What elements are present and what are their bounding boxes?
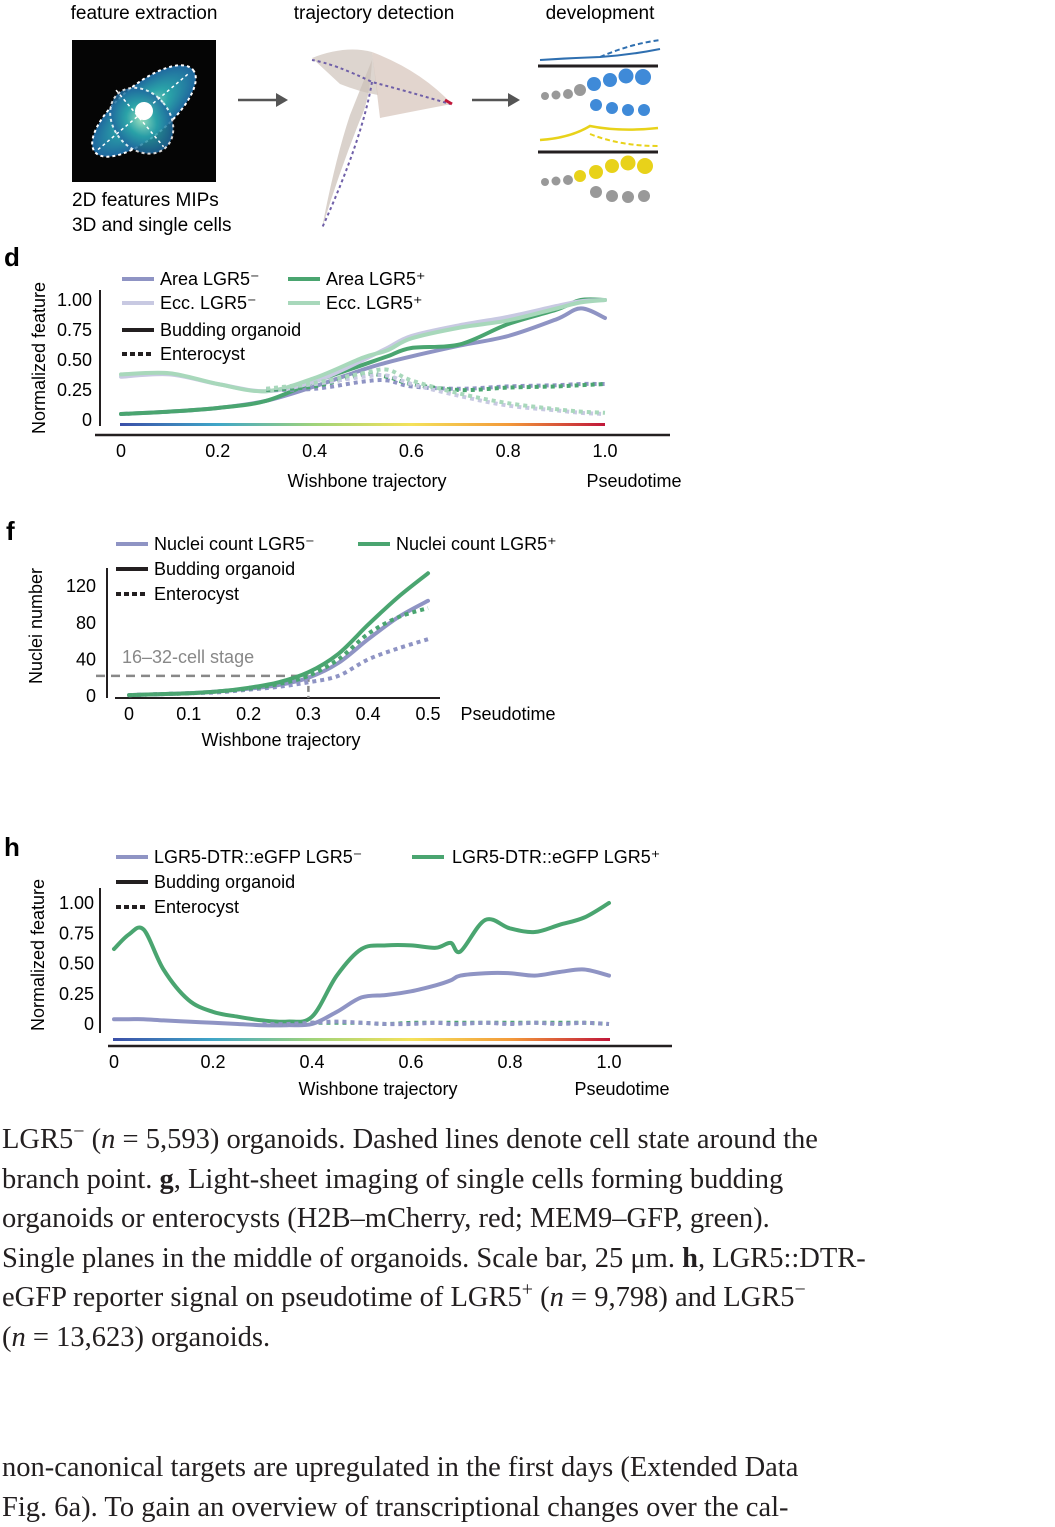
h-legend-dashed: Enterocyst bbox=[154, 897, 239, 917]
d-x-tick-label: 0.4 bbox=[302, 441, 327, 461]
d-x-tick-label: 0.8 bbox=[496, 441, 521, 461]
d-y-tick-label: 0 bbox=[82, 410, 92, 430]
h-legend: LGR5-DTR::eGFP LGR5⁻ LGR5-DTR::eGFP LGR5… bbox=[116, 847, 660, 917]
caption-line: LGR5− (n = 5,593) organoids. Dashed line… bbox=[2, 1120, 1054, 1160]
h-pseudotime-bar bbox=[113, 1038, 610, 1041]
d-xlabel-right: Pseudotime bbox=[586, 471, 681, 491]
h-y-tick-label: 0.75 bbox=[59, 923, 94, 943]
d-x-tick-label: 0.6 bbox=[399, 441, 424, 461]
d-x-ticks: 0 0.2 0.4 0.6 0.8 1.0 bbox=[116, 441, 618, 461]
d-xlabel: Wishbone trajectory bbox=[287, 471, 446, 491]
h-legend-neg: LGR5-DTR::eGFP LGR5⁻ bbox=[154, 847, 362, 867]
h-x-tick-label: 0.6 bbox=[398, 1052, 423, 1072]
f-legend-neg: Nuclei count LGR5⁻ bbox=[154, 534, 315, 554]
h-x-tick-label: 0.4 bbox=[299, 1052, 324, 1072]
d-legend-area-neg: Area LGR5⁻ bbox=[160, 269, 260, 289]
organoid-image bbox=[72, 40, 220, 184]
f-x-tick-label: 0.5 bbox=[415, 704, 440, 724]
step2-label: trajectory detection bbox=[294, 3, 455, 24]
d-y-tick-label: 0.75 bbox=[57, 320, 92, 340]
f-annotation: 16–32-cell stage bbox=[122, 647, 254, 667]
d-legend-area-pos: Area LGR5⁺ bbox=[326, 269, 426, 289]
h-x-tick-label: 0.8 bbox=[497, 1052, 522, 1072]
panel-d: d Normalized feature Area LGR5⁻ Area LGR… bbox=[4, 242, 682, 491]
arrow-right-icon bbox=[472, 93, 520, 107]
h-y-tick-label: 0.50 bbox=[59, 954, 94, 974]
d-ylabel: Normalized feature bbox=[29, 282, 49, 434]
d-pseudotime-bar bbox=[120, 423, 605, 426]
f-y-ticks: 0 40 80 120 bbox=[66, 576, 96, 706]
panel-f: f Nuclei number Nuclei count LGR5⁻ Nucle… bbox=[6, 516, 557, 750]
h-x-tick-label: 0.2 bbox=[200, 1052, 225, 1072]
h-ylabel: Normalized feature bbox=[28, 879, 48, 1031]
step3-label: development bbox=[546, 3, 656, 24]
f-legend-pos: Nuclei count LGR5⁺ bbox=[396, 534, 557, 554]
panel-letter-d: d bbox=[4, 242, 20, 272]
figure-legend-text: LGR5− (n = 5,593) organoids. Dashed line… bbox=[2, 1120, 1054, 1357]
h-y-tick-label: 0 bbox=[84, 1014, 94, 1034]
h-legend-pos: LGR5-DTR::eGFP LGR5⁺ bbox=[452, 847, 660, 867]
f-y-tick-label: 0 bbox=[86, 686, 96, 706]
caption-line: (n = 13,623) organoids. bbox=[2, 1318, 1054, 1358]
d-legend-ecc-pos: Ecc. LGR5⁺ bbox=[326, 293, 423, 313]
d-legend-ecc-neg: Ecc. LGR5⁻ bbox=[160, 293, 257, 313]
d-x-tick-label: 1.0 bbox=[592, 441, 617, 461]
d-y-tick-label: 0.25 bbox=[57, 380, 92, 400]
h-x-tick-label: 1.0 bbox=[596, 1052, 621, 1072]
f-xlabel: Wishbone trajectory bbox=[201, 730, 360, 750]
f-x-tick-label: 0.3 bbox=[296, 704, 321, 724]
h-series bbox=[114, 903, 609, 1025]
body-line: non-canonical targets are upregulated in… bbox=[2, 1448, 1054, 1488]
d-y-tick-label: 0.50 bbox=[57, 350, 92, 370]
h-series-line-solid bbox=[114, 903, 609, 1022]
f-x-tick-label: 0 bbox=[124, 704, 134, 724]
f-y-tick-label: 40 bbox=[76, 649, 96, 669]
f-legend-dashed: Enterocyst bbox=[154, 584, 239, 604]
panel-h: h Normalized feature LGR5-DTR::eGFP LGR5… bbox=[4, 832, 672, 1099]
h-y-tick-label: 1.00 bbox=[59, 893, 94, 913]
h-x-ticks: 0 0.2 0.4 0.6 0.8 1.0 bbox=[109, 1052, 622, 1072]
body-text: non-canonical targets are upregulated in… bbox=[2, 1448, 1054, 1527]
d-y-ticks: 0 0.25 0.50 0.75 1.00 bbox=[57, 290, 92, 430]
arrow-right-icon bbox=[238, 93, 288, 107]
d-x-tick-label: 0.2 bbox=[205, 441, 230, 461]
d-legend-solid: Budding organoid bbox=[160, 320, 301, 340]
caption-line: branch point. g, Light-sheet imaging of … bbox=[2, 1160, 1054, 1200]
h-x-tick-label: 0 bbox=[109, 1052, 119, 1072]
panel-letter-h: h bbox=[4, 832, 20, 862]
h-y-ticks: 0 0.25 0.50 0.75 1.00 bbox=[59, 893, 94, 1034]
d-y-tick-label: 1.00 bbox=[57, 290, 92, 310]
h-legend-solid: Budding organoid bbox=[154, 872, 295, 892]
f-ylabel: Nuclei number bbox=[26, 568, 46, 684]
trajectory-cloud bbox=[312, 50, 452, 228]
d-x-tick-label: 0 bbox=[116, 441, 126, 461]
f-xlabel-right: Pseudotime bbox=[460, 704, 555, 724]
panel-letter-f: f bbox=[6, 516, 15, 546]
f-legend-solid: Budding organoid bbox=[154, 559, 295, 579]
schematic: feature extraction trajectory detection … bbox=[71, 3, 660, 236]
h-xlabel: Wishbone trajectory bbox=[298, 1079, 457, 1099]
figure-canvas: feature extraction trajectory detection … bbox=[0, 0, 1055, 1100]
development-panel-blue bbox=[538, 40, 660, 116]
body-line: Fig. 6a). To gain an overview of transcr… bbox=[2, 1488, 1054, 1527]
f-y-tick-label: 120 bbox=[66, 576, 96, 596]
h-y-tick-label: 0.25 bbox=[59, 984, 94, 1004]
step1-label: feature extraction bbox=[71, 3, 218, 24]
f-x-tick-label: 0.4 bbox=[356, 704, 381, 724]
f-y-tick-label: 80 bbox=[76, 613, 96, 633]
step1-caption-line1: 2D features MIPs bbox=[72, 190, 219, 211]
step1-caption-line2: 3D and single cells bbox=[72, 215, 231, 236]
f-x-ticks: 0 0.1 0.2 0.3 0.4 0.5 bbox=[124, 704, 441, 724]
f-legend: Nuclei count LGR5⁻ Nuclei count LGR5⁺ Bu… bbox=[116, 534, 557, 604]
caption-line: organoids or enterocysts (H2B–mCherry, r… bbox=[2, 1199, 1054, 1239]
f-x-tick-label: 0.1 bbox=[176, 704, 201, 724]
caption-line: eGFP reporter signal on pseudotime of LG… bbox=[2, 1278, 1054, 1318]
caption-line: Single planes in the middle of organoids… bbox=[2, 1239, 1054, 1279]
d-legend-dashed: Enterocyst bbox=[160, 344, 245, 364]
development-panel-yellow bbox=[538, 126, 658, 203]
f-x-tick-label: 0.2 bbox=[236, 704, 261, 724]
h-xlabel-right: Pseudotime bbox=[574, 1079, 669, 1099]
